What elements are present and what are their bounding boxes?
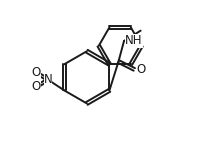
Text: N: N [44,73,53,86]
Text: O: O [136,63,145,76]
Text: NH: NH [125,34,142,47]
Text: O: O [32,66,41,79]
Text: O: O [32,80,41,93]
